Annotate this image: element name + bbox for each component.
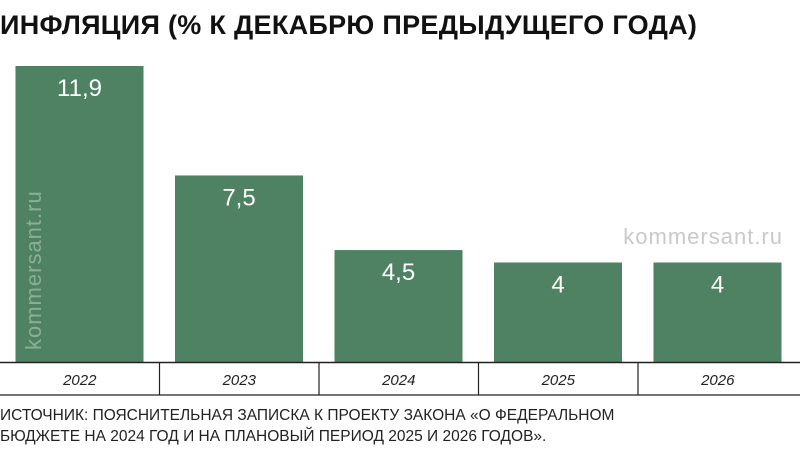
watermark-layer: kommersant.ru kommersant.ru [21,190,783,350]
value-label-2024: 4,5 [382,259,415,286]
watermark-vertical: kommersant.ru [21,190,46,350]
x-tick-label-2025: 2025 [541,372,576,389]
bar-2026 [653,262,782,362]
bar-2024 [334,250,463,362]
value-label-2026: 4 [711,272,724,299]
x-axis: 2022 2023 2024 2025 2026 [0,361,800,396]
x-tick-label-2024: 2024 [381,372,415,389]
bars-layer [15,66,782,362]
value-label-2025: 4 [551,272,564,299]
value-labels-layer: 11,9 7,5 4,5 4 4 [57,75,724,299]
chart-title: ИНФЛЯЦИЯ (% К ДЕКАБРЮ ПРЕДЫДУЩЕГО ГОДА) [0,10,698,40]
bar-2022 [15,66,144,362]
bar-2023 [175,175,303,362]
source-line-2: БЮДЖЕТЕ НА 2024 ГОД И НА ПЛАНОВЫЙ ПЕРИОД… [0,428,547,445]
value-label-2022: 11,9 [57,75,102,102]
watermark-horizontal: kommersant.ru [623,224,783,249]
x-tick-label-2026: 2026 [700,372,735,389]
source-note: ИСТОЧНИК: ПОЯСНИТЕЛЬНАЯ ЗАПИСКА К ПРОЕКТ… [0,405,800,447]
x-tick-label-2022: 2022 [62,372,97,389]
x-tick-label-2023: 2023 [222,372,257,389]
source-line-1: ИСТОЧНИК: ПОЯСНИТЕЛЬНАЯ ЗАПИСКА К ПРОЕКТ… [0,407,615,424]
bar-2025 [494,262,622,362]
value-label-2023: 7,5 [222,184,255,211]
